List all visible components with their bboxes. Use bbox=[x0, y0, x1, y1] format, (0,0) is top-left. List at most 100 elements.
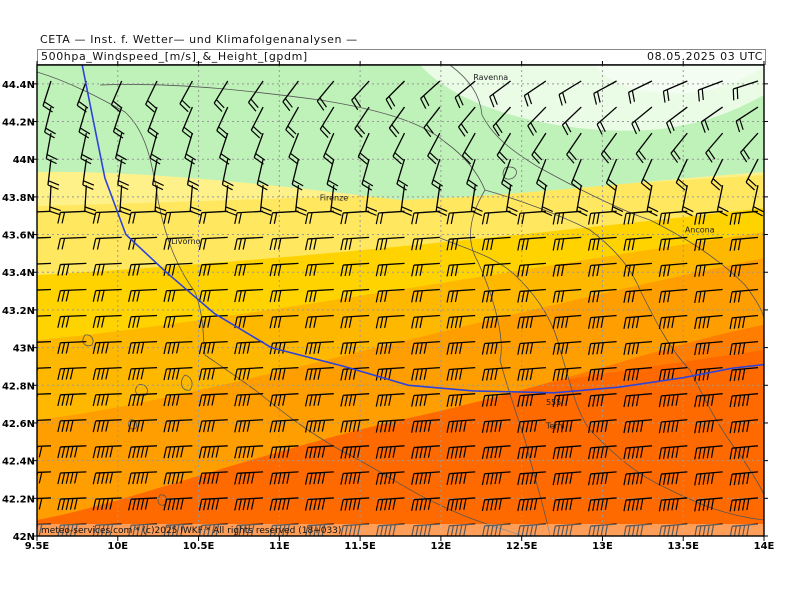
wind-barb bbox=[623, 419, 653, 434]
tyrrhenian-coast bbox=[37, 71, 521, 536]
height-contour-555 bbox=[81, 65, 764, 394]
wind-barb bbox=[729, 471, 759, 486]
wind-barb bbox=[411, 497, 440, 511]
wind-barb bbox=[304, 393, 334, 407]
wind-barbs bbox=[37, 80, 764, 536]
lat-tick-label: 42.8N bbox=[2, 381, 35, 392]
wind-barb bbox=[694, 340, 723, 356]
wind-barb bbox=[92, 340, 122, 355]
wind-barb bbox=[151, 159, 164, 191]
wind-barb bbox=[128, 393, 158, 407]
wind-barb bbox=[198, 471, 228, 485]
longitude-axis: 9.5E 10E 10.5E 11E 11.5E 12E 12.5E 13E 13.5E 14E bbox=[25, 541, 775, 552]
wind-barb bbox=[198, 262, 228, 277]
wind-barb bbox=[446, 314, 476, 329]
wind-barb bbox=[517, 366, 546, 381]
wind-barb bbox=[57, 236, 87, 250]
wind-barb bbox=[282, 80, 299, 112]
wind-barb bbox=[423, 106, 441, 138]
city-label: Firenze bbox=[320, 194, 349, 203]
wind-barb bbox=[517, 288, 546, 303]
wind-barb bbox=[623, 471, 653, 486]
wind-barb bbox=[128, 523, 158, 536]
wind-barb bbox=[128, 445, 158, 459]
wind-barb bbox=[729, 314, 759, 330]
lon-tick-label: 13E bbox=[592, 541, 613, 552]
wind-barb bbox=[128, 366, 158, 381]
wind-barb bbox=[198, 393, 228, 407]
wind-barb bbox=[517, 314, 546, 329]
wind-barb bbox=[658, 340, 688, 356]
wind-barb bbox=[57, 314, 87, 328]
wind-barb bbox=[411, 366, 440, 381]
lat-tick-label: 44.4N bbox=[2, 80, 35, 91]
wind-barb bbox=[729, 262, 759, 278]
wind-barb bbox=[411, 523, 440, 536]
wind-barb bbox=[340, 340, 370, 355]
wind-barb bbox=[623, 445, 653, 460]
wind-barb bbox=[304, 236, 334, 251]
wind-barb bbox=[605, 158, 618, 191]
wind-barb bbox=[552, 210, 582, 225]
wind-barb bbox=[729, 366, 759, 382]
lat-tick-label: 44.2N bbox=[2, 118, 35, 129]
wind-barb bbox=[163, 445, 193, 459]
wind-barb bbox=[740, 132, 759, 163]
wind-barb bbox=[340, 210, 370, 225]
lat-tick-label: 42.6N bbox=[2, 419, 35, 430]
wind-barb bbox=[163, 340, 193, 355]
wind-barb bbox=[92, 419, 122, 433]
wind-barb bbox=[361, 158, 374, 191]
wind-barb bbox=[552, 393, 582, 408]
wind-barb bbox=[446, 393, 476, 407]
wind-barb bbox=[375, 523, 405, 536]
wind-barb bbox=[623, 340, 653, 356]
wind-barb bbox=[234, 497, 264, 511]
wind-barb bbox=[181, 106, 194, 139]
wind-barb bbox=[732, 80, 759, 101]
wind-barb bbox=[234, 445, 264, 459]
wind-barb bbox=[729, 497, 759, 512]
wind-barb bbox=[269, 393, 299, 407]
wind-barb bbox=[558, 80, 582, 106]
wind-barb bbox=[163, 236, 193, 250]
wind-barb bbox=[234, 262, 264, 277]
wind-barb bbox=[623, 236, 653, 251]
wind-barb bbox=[745, 158, 759, 191]
wind-barb bbox=[234, 340, 264, 355]
wind-barb bbox=[340, 262, 370, 277]
lat-tick-label: 43N bbox=[13, 344, 35, 355]
wind-barb bbox=[658, 288, 688, 303]
wind-barb bbox=[319, 106, 335, 138]
wind-barb bbox=[145, 80, 158, 113]
wind-barb bbox=[198, 366, 228, 381]
wind-barb bbox=[340, 445, 370, 459]
wind-barb bbox=[351, 80, 370, 111]
wind-barb bbox=[446, 523, 476, 536]
wind-barb bbox=[291, 159, 304, 191]
wind-barb bbox=[304, 471, 334, 485]
wind-barb bbox=[269, 419, 299, 433]
wind-barb bbox=[375, 497, 405, 511]
wind-barb bbox=[234, 393, 264, 407]
wind-barb bbox=[411, 236, 440, 251]
wind-barb bbox=[535, 158, 548, 191]
wind-barb bbox=[92, 497, 122, 511]
wind-barb bbox=[250, 106, 264, 139]
wind-barb bbox=[269, 314, 299, 329]
wind-barb bbox=[340, 236, 370, 251]
wind-barb bbox=[269, 497, 299, 511]
wind-barb bbox=[481, 419, 511, 433]
city-label: Ancona bbox=[685, 226, 715, 235]
regional-border-west bbox=[99, 84, 551, 536]
wind-barb bbox=[552, 262, 582, 277]
lon-tick-label: 9.5E bbox=[25, 541, 50, 552]
wind-barb bbox=[694, 419, 723, 434]
wind-barb bbox=[375, 314, 405, 329]
wind-barb bbox=[149, 132, 162, 165]
wind-barb bbox=[48, 185, 61, 216]
wind-barb bbox=[666, 106, 688, 134]
wind-barb bbox=[527, 106, 547, 136]
wind-barb bbox=[481, 471, 511, 486]
